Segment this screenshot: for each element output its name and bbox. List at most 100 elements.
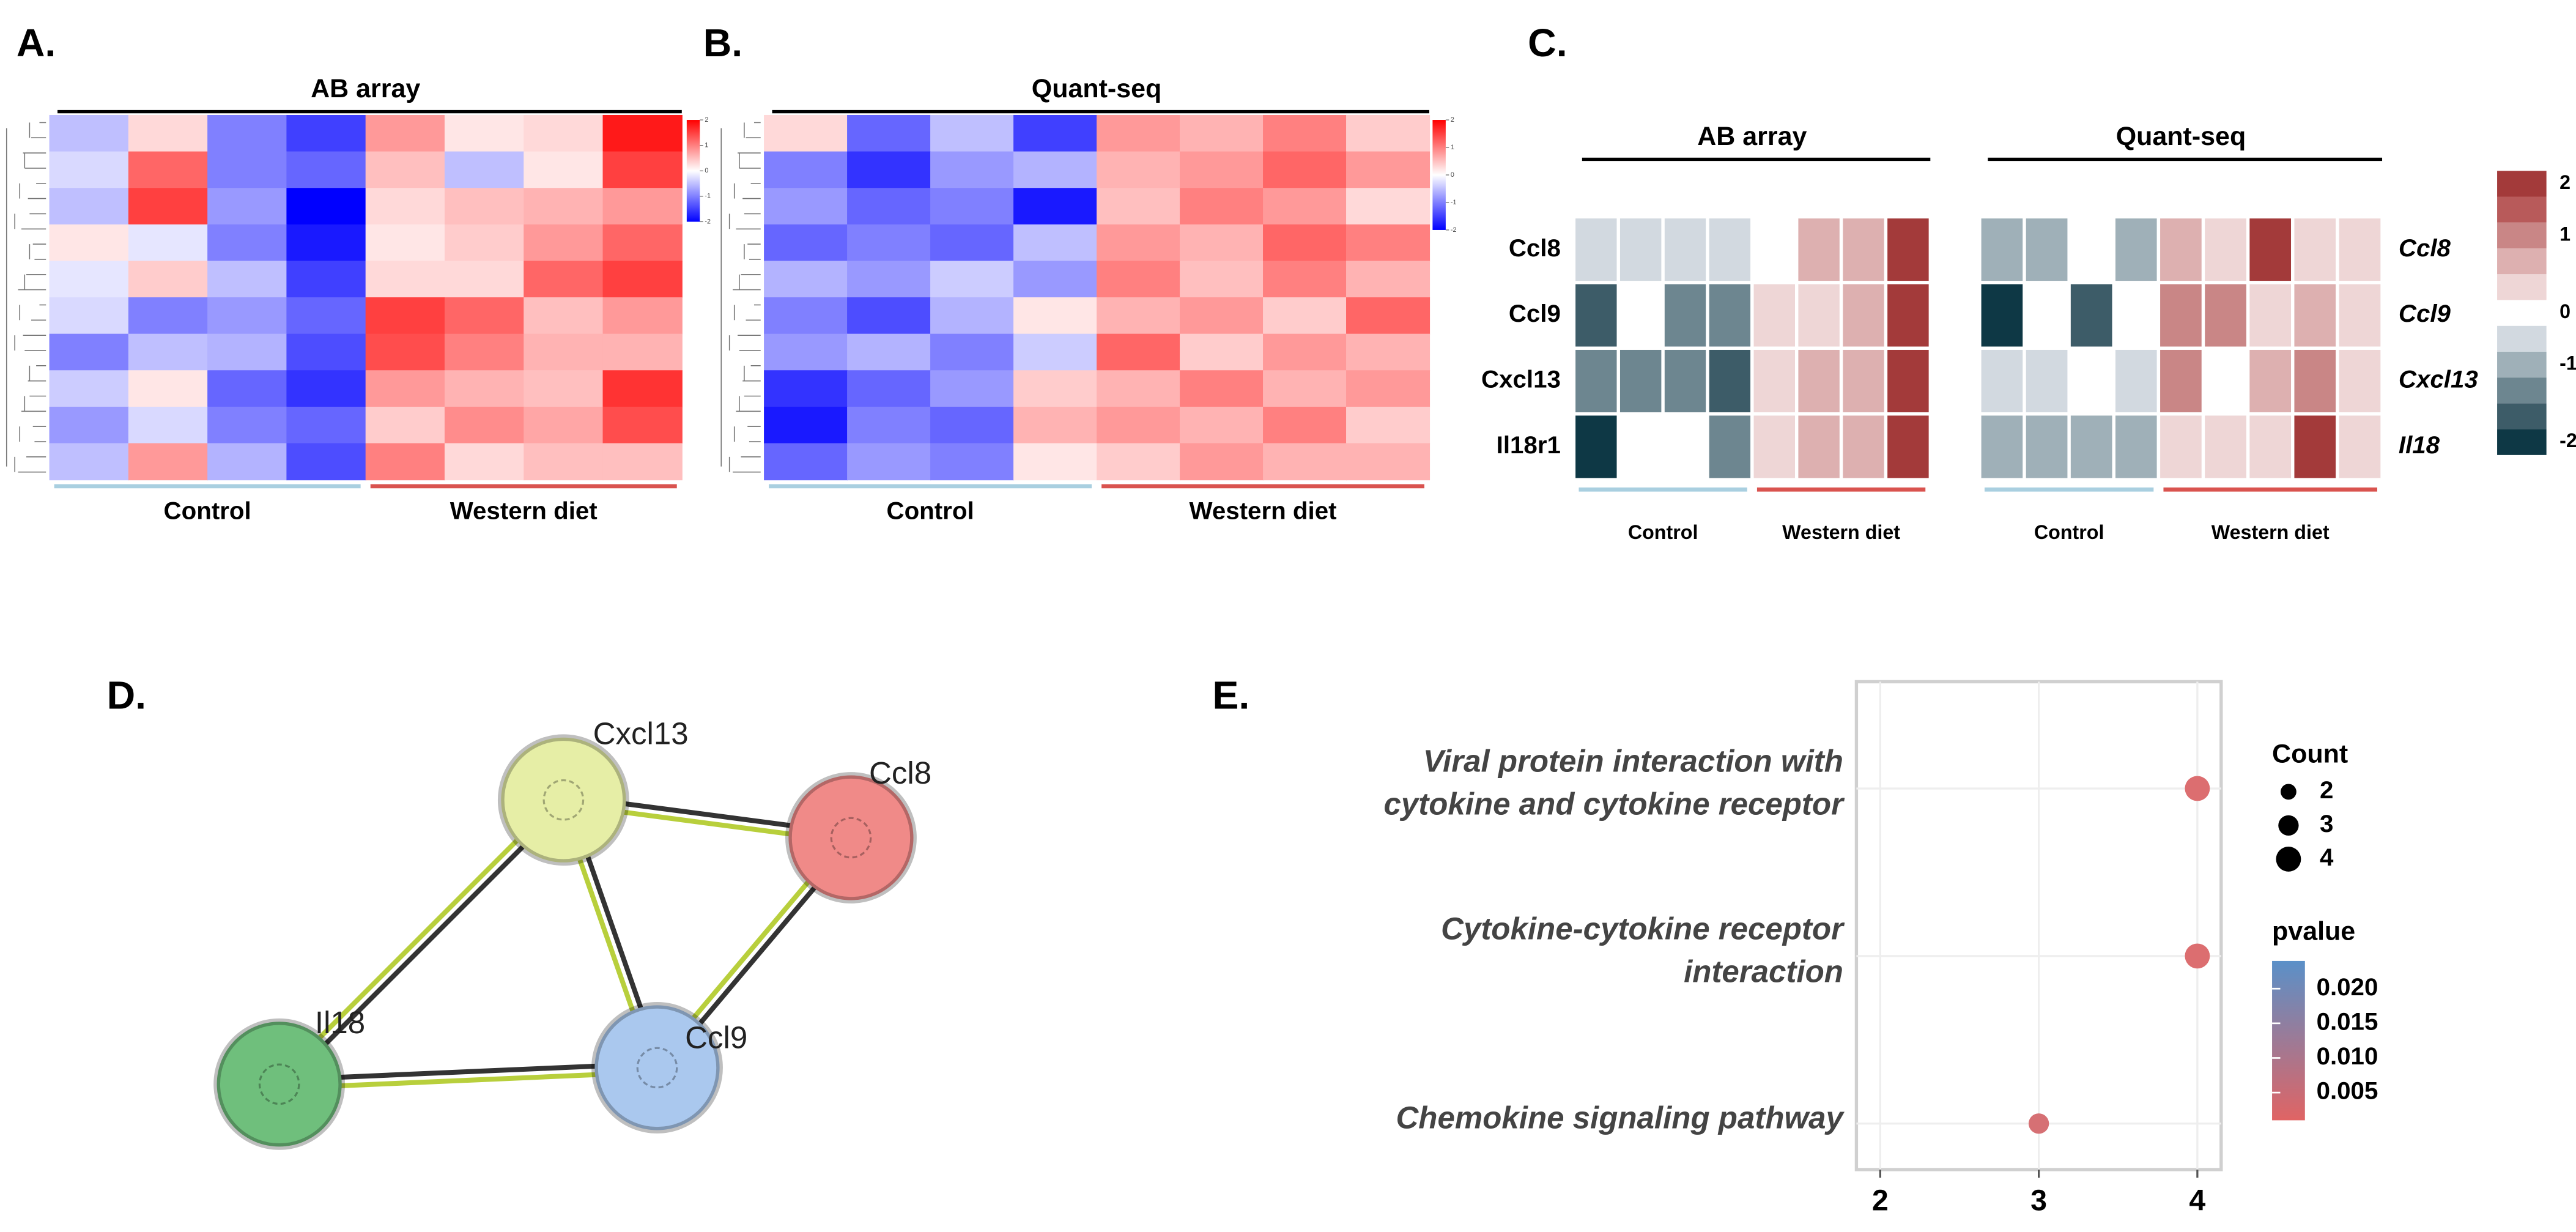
heatmap-cell	[602, 406, 683, 444]
heatmap-cell	[602, 224, 683, 262]
heatmap-cell	[1572, 346, 1620, 416]
heatmap-cell	[847, 151, 931, 189]
heatmap-cell	[764, 333, 848, 371]
heatmap-cell	[2246, 412, 2295, 481]
heatmap-cell	[1097, 370, 1181, 407]
heatmap-cell	[365, 224, 446, 262]
colorbar-tick-label: 0.010	[2317, 1042, 2378, 1070]
heatmap-cell	[444, 261, 525, 299]
heatmap-cell	[128, 443, 209, 481]
heatmap-cell	[847, 188, 931, 225]
heatmap-cell	[1263, 370, 1347, 407]
heatmap-cell	[49, 406, 129, 444]
heatmap-cell	[49, 297, 129, 335]
colorbar-tick-label: 0	[1451, 171, 1454, 179]
legend-dot	[2281, 784, 2297, 800]
heatmap-cell	[2201, 346, 2250, 416]
heatmap-cell	[930, 188, 1015, 225]
heatmap-cell	[2156, 281, 2205, 350]
colorbar	[686, 120, 700, 222]
heatmap-cell	[1263, 406, 1347, 444]
legend-dot	[2276, 847, 2301, 872]
heatmap-cell	[1097, 188, 1181, 225]
colorbar-step	[2497, 429, 2547, 455]
heatmap-cell	[49, 370, 129, 407]
heatmap-cell	[2336, 215, 2384, 284]
heatmap-cell	[1750, 281, 1799, 350]
node	[785, 772, 917, 904]
colorbar	[2272, 960, 2305, 1121]
heatmap-cell	[930, 333, 1015, 371]
group-label: Control	[886, 497, 974, 524]
node-label: Ccl9	[685, 1020, 747, 1055]
heatmap-cell	[524, 114, 604, 152]
heatmap-cell	[365, 114, 446, 152]
heatmap-cell	[1839, 281, 1888, 350]
heatmap-cell	[128, 333, 209, 371]
row-label: Il18	[2399, 431, 2440, 459]
heatmap-cell	[1884, 346, 1932, 416]
heatmap-cell	[2067, 281, 2115, 350]
heatmap-cell	[444, 224, 525, 262]
colorbar-tick-label: 2	[1451, 116, 1454, 124]
heatmap-cell	[2156, 346, 2205, 416]
heatmap-cell	[2291, 215, 2339, 284]
heatmap-cell	[930, 297, 1015, 335]
heatmap-cell	[444, 188, 525, 225]
heatmap-cell	[847, 443, 931, 481]
x-tick-label: 3	[2030, 1184, 2047, 1217]
panel-label: C.	[1528, 21, 1567, 65]
category-label: Chemokine signaling pathway	[1396, 1100, 1845, 1135]
x-tick-label: 2	[1872, 1184, 1889, 1217]
legend-label: 2	[2320, 776, 2333, 804]
legend-title: Count	[2272, 740, 2348, 769]
colorbar-tick-label: -2	[705, 218, 711, 225]
heatmap-cell	[1180, 224, 1264, 262]
heatmap-cell	[128, 188, 209, 225]
heatmap-cell	[1978, 281, 2026, 350]
heatmap-cell	[1180, 261, 1264, 299]
heatmap-cell	[524, 443, 604, 481]
heatmap-title: AB array	[311, 74, 420, 103]
colorbar-tick-label: 1	[2559, 223, 2570, 245]
heatmap-cell	[2201, 412, 2250, 481]
x-tick-label: 4	[2189, 1184, 2205, 1217]
heatmap-cell	[764, 297, 848, 335]
heatmap-cell	[1839, 215, 1888, 284]
heatmap-cell	[764, 224, 848, 262]
node	[213, 1018, 346, 1150]
panel-label: D.	[107, 673, 146, 717]
heatmap-cell	[1263, 188, 1347, 225]
heatmap-cell	[1263, 151, 1347, 189]
node-label: Il18	[315, 1005, 365, 1040]
colorbar-step	[2497, 403, 2547, 429]
heatmap-cell	[2291, 412, 2339, 481]
colorbar-tick-label: -1	[2559, 352, 2576, 374]
heatmap-cell	[1346, 333, 1430, 371]
heatmap-cell	[128, 297, 209, 335]
heatmap-cell	[847, 224, 931, 262]
heatmap-cell	[930, 406, 1015, 444]
heatmap-cell	[1795, 281, 1843, 350]
heatmap-cell	[1263, 333, 1347, 371]
heatmap-cell	[1978, 412, 2026, 481]
heatmap-cell	[444, 151, 525, 189]
heatmap-cell	[847, 297, 931, 335]
heatmap-cell	[1706, 346, 1754, 416]
colorbar-step	[2497, 196, 2547, 223]
heatmap-cell	[2023, 412, 2071, 481]
edge	[274, 795, 563, 1083]
heatmap-cell	[2336, 412, 2384, 481]
colorbar-step	[2497, 300, 2547, 326]
heatmap-cell	[207, 370, 287, 407]
heatmap-cell	[1616, 281, 1665, 350]
heatmap-cell	[764, 114, 848, 152]
row-label: Ccl8	[2399, 234, 2451, 262]
heatmap-cell	[1346, 224, 1430, 262]
node-icon	[542, 779, 585, 821]
group-label: Western diet	[2211, 521, 2330, 543]
heatmap-cell	[365, 333, 446, 371]
heatmap-cell	[365, 151, 446, 189]
heatmap-cell	[524, 333, 604, 371]
heatmap-cell	[207, 224, 287, 262]
